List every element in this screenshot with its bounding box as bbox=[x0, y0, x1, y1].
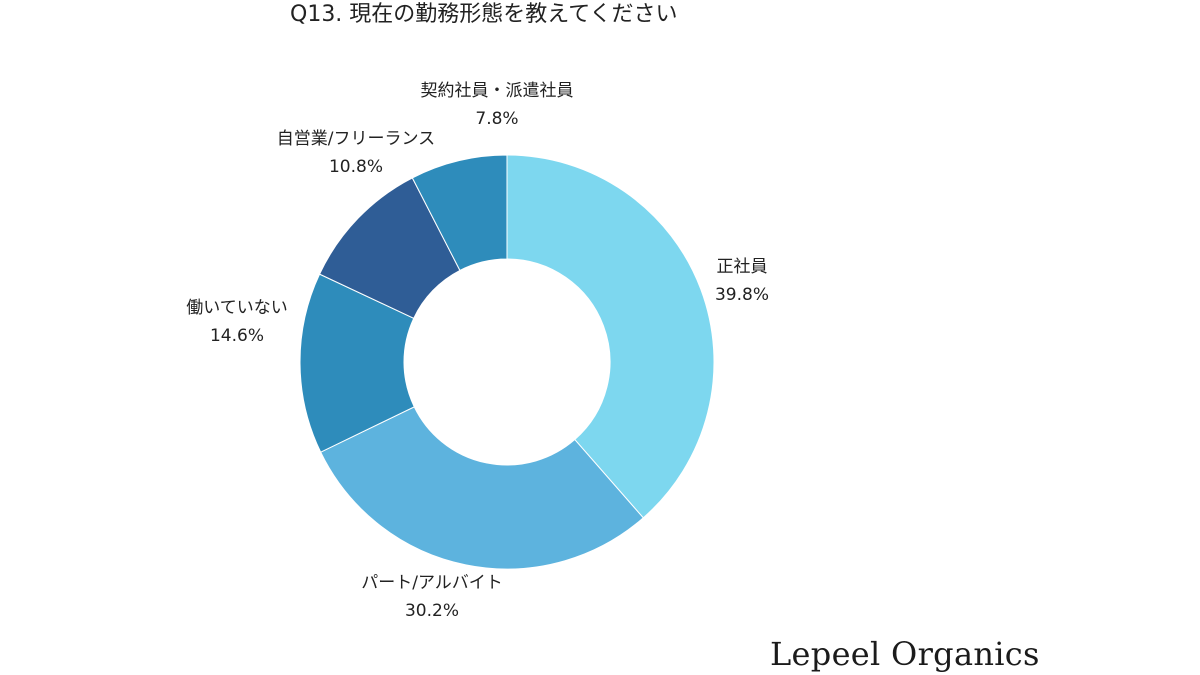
slice-category-label: 働いていない bbox=[186, 298, 288, 318]
slice-value-label: 7.8% bbox=[475, 109, 518, 129]
slice-value-label: 39.8% bbox=[715, 285, 769, 305]
slice-category-label: パート/アルバイト bbox=[361, 573, 503, 593]
slice-category-label: 契約社員・派遣社員 bbox=[421, 81, 574, 101]
chart-title: Q13. 現在の勤務形態を教えてください bbox=[290, 2, 678, 27]
slice-value-label: 10.8% bbox=[329, 157, 383, 177]
slice-category-label: 正社員 bbox=[717, 257, 768, 277]
slice-value-label: 30.2% bbox=[405, 601, 459, 621]
donut-slice bbox=[411, 154, 508, 272]
slice-category-label: 自営業/フリーランス bbox=[277, 129, 435, 149]
donut-slice bbox=[299, 273, 415, 453]
donut-slices bbox=[299, 154, 715, 570]
slice-value-label: 14.6% bbox=[210, 326, 264, 346]
donut-slice bbox=[319, 406, 644, 570]
brand-logo: Lepeel Organics bbox=[770, 635, 1040, 673]
donut-slice bbox=[506, 154, 715, 519]
slice-labels: 正社員 39.8% パート/アルバイト 30.2% 働いていない 14.6% 自営業/フリー… bbox=[186, 81, 769, 621]
